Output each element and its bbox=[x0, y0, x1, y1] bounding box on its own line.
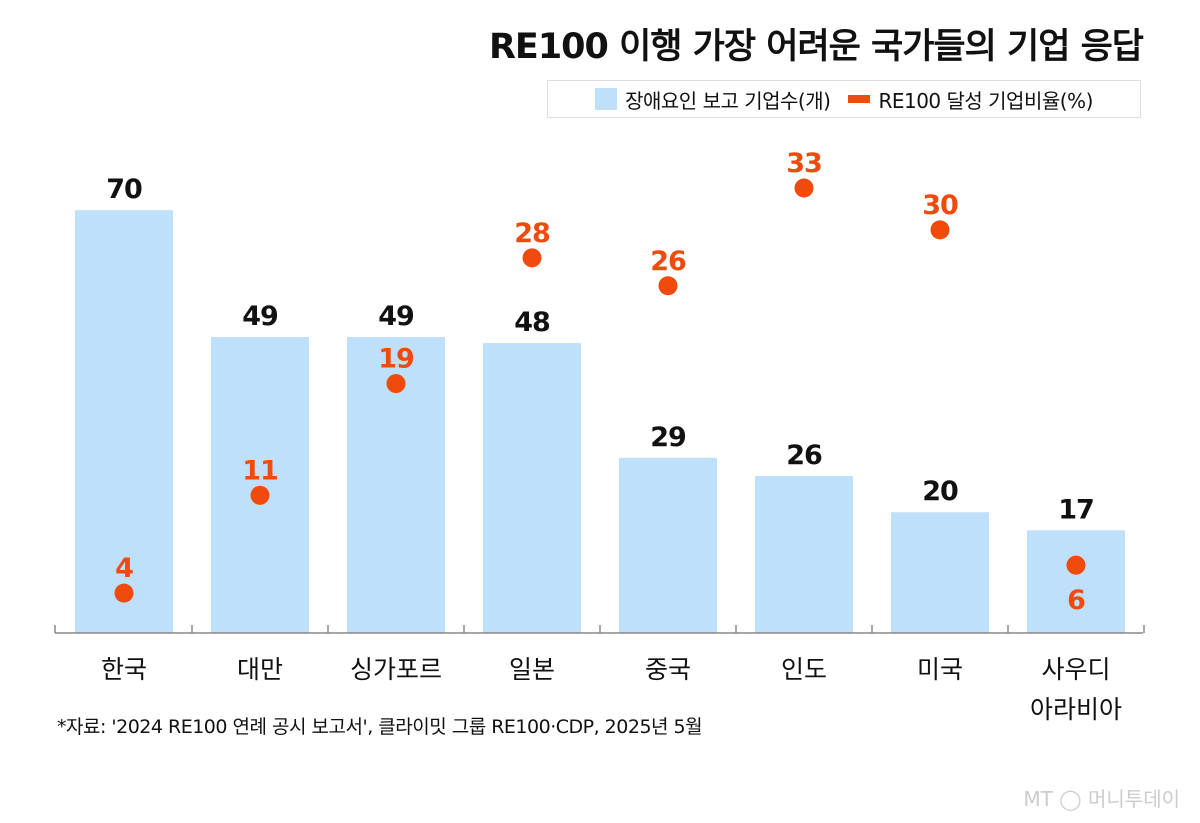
dot-value-label: 28 bbox=[514, 218, 550, 249]
bar-value-label: 48 bbox=[514, 307, 550, 338]
legend: 장애요인 보고 기업수(개) RE100 달성 기업비율(%) bbox=[547, 80, 1141, 118]
bar bbox=[211, 337, 309, 633]
dot-value-label: 30 bbox=[922, 190, 958, 221]
dot-value-label: 19 bbox=[378, 344, 414, 375]
legend-swatch-dot bbox=[848, 95, 871, 103]
bar-value-label: 26 bbox=[786, 440, 822, 471]
dot bbox=[386, 374, 406, 394]
bar-value-label: 20 bbox=[922, 476, 958, 507]
x-tick-label: 중국 bbox=[645, 655, 691, 684]
x-tick-label: 대만 bbox=[237, 655, 283, 684]
dot bbox=[1066, 555, 1086, 575]
source-note: *자료: '2024 RE100 연례 공시 보고서', 클라이밋 그룹 RE1… bbox=[57, 716, 703, 738]
x-tick-label: 미국 bbox=[917, 655, 963, 684]
dot-value-label: 4 bbox=[115, 553, 133, 584]
dot bbox=[250, 485, 270, 505]
dot bbox=[794, 178, 814, 198]
bar-value-label: 70 bbox=[106, 174, 142, 205]
logo: MT ◯ 머니투데이 bbox=[1023, 787, 1180, 811]
x-tick-label: 싱가포르 bbox=[350, 655, 442, 684]
dot bbox=[522, 248, 542, 268]
dot bbox=[114, 583, 134, 603]
dot-value-label: 33 bbox=[786, 148, 822, 179]
dot bbox=[930, 220, 950, 240]
bar bbox=[483, 343, 581, 633]
bar-value-label: 29 bbox=[650, 422, 686, 453]
bar bbox=[1027, 530, 1125, 633]
bar-value-label: 17 bbox=[1058, 494, 1094, 525]
bar-value-label: 49 bbox=[378, 301, 414, 332]
legend-swatch-bar bbox=[595, 88, 618, 110]
chart-title: RE100 이행 가장 어려운 국가들의 기업 응답 bbox=[488, 27, 1144, 67]
dot bbox=[658, 276, 678, 296]
x-tick-label: 사우디 bbox=[1041, 655, 1110, 684]
dot-value-label: 26 bbox=[650, 246, 686, 277]
x-tick-label: 아라비아 bbox=[1030, 695, 1122, 724]
legend-label-bar: 장애요인 보고 기업수(개) bbox=[625, 88, 831, 113]
bar bbox=[755, 475, 853, 633]
x-tick-label: 인도 bbox=[781, 655, 827, 684]
dot-value-label: 11 bbox=[242, 455, 278, 486]
x-tick-label: 일본 bbox=[509, 655, 555, 684]
bar bbox=[891, 512, 989, 633]
bar-value-label: 49 bbox=[242, 301, 278, 332]
legend-label-dot: RE100 달성 기업비율(%) bbox=[878, 88, 1093, 113]
dot-value-label: 6 bbox=[1067, 585, 1085, 616]
x-tick-label: 한국 bbox=[101, 655, 147, 684]
bar bbox=[619, 457, 717, 633]
bar bbox=[75, 210, 173, 633]
